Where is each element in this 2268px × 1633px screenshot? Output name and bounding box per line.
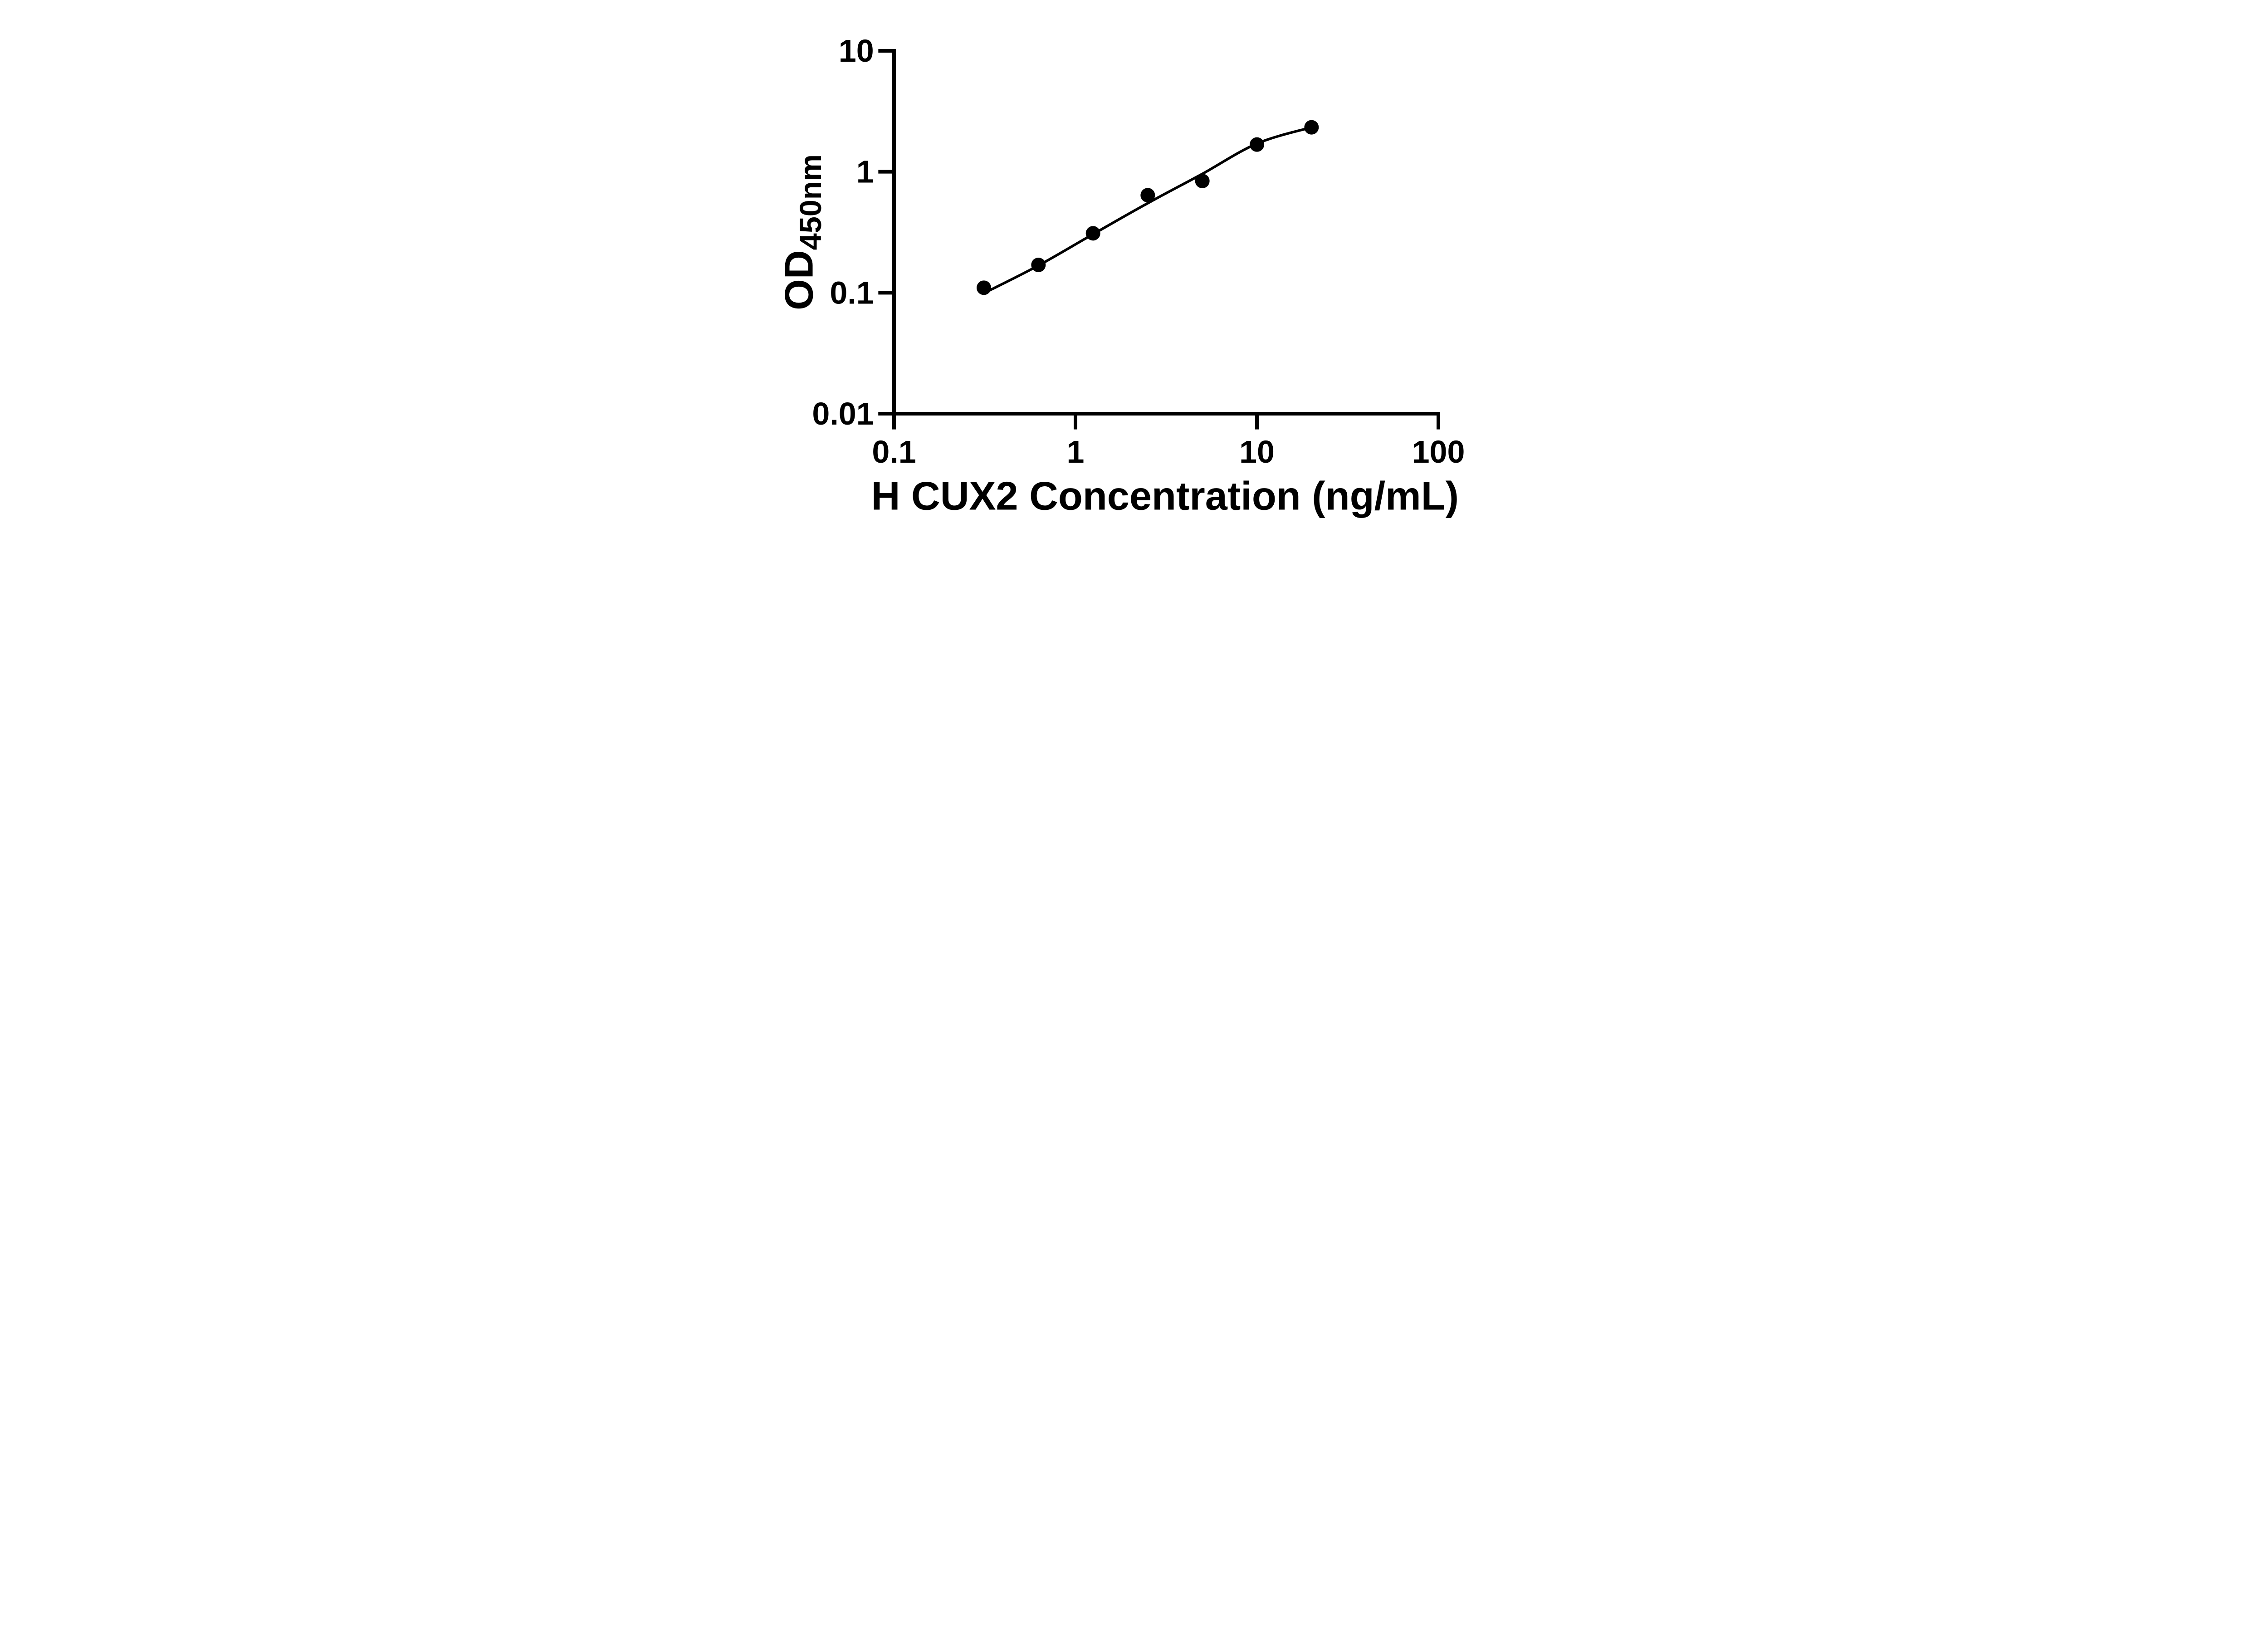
data-point xyxy=(1250,137,1264,152)
x-tick-label: 1 xyxy=(1067,434,1085,469)
y-axis-title-subscript: 450nm xyxy=(794,154,828,250)
x-tick-label: 0.1 xyxy=(872,434,916,469)
x-tick-label: 100 xyxy=(1412,434,1465,469)
data-point xyxy=(1195,174,1210,188)
elisa-standard-curve-figure: 10 1 0.1 0.01 OD450nm 0.1 1 10 100 H CUX2 Conc… xyxy=(746,0,1522,544)
data-point xyxy=(1304,120,1319,135)
x-axis-title: H CUX2 Concentration (ng/mL) xyxy=(871,473,1459,518)
y-tick-label: 1 xyxy=(856,154,874,190)
y-tick-label: 0.01 xyxy=(812,396,874,431)
data-point xyxy=(1085,226,1100,241)
y-tick-label: 0.1 xyxy=(830,275,874,310)
x-axis: 0.1 1 10 100 H CUX2 Concentration (ng/mL) xyxy=(871,412,1465,518)
data-point xyxy=(1140,188,1155,203)
data-point-layer xyxy=(977,120,1319,295)
data-point xyxy=(1031,258,1046,272)
x-tick-label: 10 xyxy=(1239,434,1275,469)
data-point xyxy=(977,280,991,295)
y-axis: 10 1 0.1 0.01 OD450nm xyxy=(777,33,896,431)
y-axis-title: OD450nm xyxy=(777,154,828,310)
y-axis-title-main: OD xyxy=(777,250,821,310)
y-tick-label: 10 xyxy=(839,33,874,68)
